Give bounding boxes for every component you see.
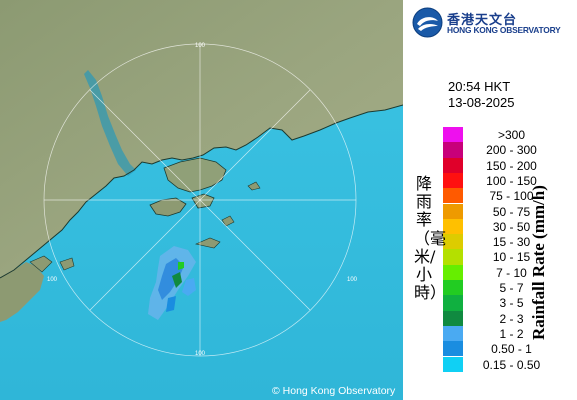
legend-row: 150 - 200 — [443, 157, 573, 173]
legend-title-english: Rainfall Rate (mm/h) — [529, 185, 548, 340]
legend-swatch — [443, 188, 463, 204]
legend-label: 3 - 5 — [499, 296, 524, 311]
ring-label-right: 100 — [347, 277, 358, 283]
legend-swatch — [443, 203, 463, 219]
legend-row: 50 - 75 — [443, 203, 573, 219]
ring-label-left: 100 — [47, 277, 58, 283]
legend-row: 1 - 2 — [443, 325, 573, 342]
legend-label: 0.50 - 1 — [491, 342, 532, 357]
legend-swatch — [443, 295, 463, 311]
copyright-text: © Hong Kong Observatory — [272, 385, 396, 397]
timestamp-date: 13-08-2025 — [448, 95, 515, 110]
coastline — [0, 104, 403, 279]
legend-label: 10 - 15 — [492, 250, 531, 265]
legend-swatch — [443, 234, 463, 250]
legend-swatch — [443, 157, 463, 173]
legend-swatch — [443, 341, 463, 357]
legend-swatch — [443, 310, 463, 326]
legend-row: 100 - 150 — [443, 172, 573, 189]
legend-row: 15 - 30 — [443, 234, 573, 250]
timestamp-time: 20:54 HKT — [448, 79, 511, 94]
legend-row: 2 - 3 — [443, 310, 573, 326]
legend-swatch — [443, 249, 463, 265]
legend-row: 0.50 - 1 — [443, 341, 573, 357]
observatory-logo-icon — [412, 7, 443, 38]
legend-panel: 香港天文台 HONG KONG OBSERVATORY 20:54 HKT 13… — [403, 0, 577, 400]
legend-row: >300 — [443, 127, 573, 143]
ring-label-bottom: 100 — [195, 351, 206, 357]
legend-swatch — [443, 356, 463, 372]
legend-swatch — [443, 127, 463, 143]
radar-map-svg: 100 100 100 100 — [0, 0, 403, 400]
legend-label: 75 - 100 — [489, 189, 534, 204]
legend-swatch — [443, 172, 463, 189]
legend-swatch — [443, 325, 463, 342]
legend-label: 200 - 300 — [486, 143, 537, 158]
legend-label: 150 - 200 — [486, 158, 537, 173]
legend-label: 1 - 2 — [499, 326, 524, 341]
legend-label: 100 - 150 — [486, 173, 537, 188]
logo-chinese-name: 香港天文台 — [447, 13, 518, 28]
small-islands — [29, 181, 261, 273]
ring-label-top: 100 — [195, 43, 206, 49]
legend-swatch — [443, 142, 463, 158]
legend-label: 50 - 75 — [492, 204, 531, 219]
radar-map: 100 100 100 100 © Hong Kong Observatory — [0, 0, 403, 400]
legend-label: >300 — [497, 128, 526, 142]
legend-label: 15 - 30 — [492, 235, 531, 250]
legend-label: 2 - 3 — [499, 311, 524, 326]
legend-row: 5 - 7 — [443, 280, 573, 296]
range-rings — [43, 43, 357, 357]
legend-swatch — [443, 280, 463, 296]
legend-row: 3 - 5 — [443, 295, 573, 311]
legend-title-chinese: 降雨率（毫米/小時） — [414, 174, 447, 303]
west-land — [0, 262, 44, 322]
rain-echoes — [148, 246, 196, 320]
legend-label: 5 - 7 — [499, 281, 524, 295]
legend-swatch — [443, 264, 463, 280]
mainland-land — [0, 0, 403, 278]
river-estuary — [84, 70, 136, 176]
legend-row: 7 - 10 — [443, 264, 573, 280]
legend-row: 0.15 - 0.50 — [443, 356, 573, 372]
legend-row: 30 - 50 — [443, 218, 573, 235]
legend-label: 0.15 - 0.50 — [482, 357, 541, 372]
legend-swatch — [443, 218, 463, 235]
legend-row: 75 - 100 — [443, 188, 573, 204]
legend-row: 10 - 15 — [443, 249, 573, 265]
logo-english-name: HONG KONG OBSERVATORY — [447, 25, 561, 35]
legend-row: 200 - 300 — [443, 142, 573, 158]
legend-label: 7 - 10 — [496, 265, 527, 280]
legend-label: 30 - 50 — [492, 219, 531, 234]
